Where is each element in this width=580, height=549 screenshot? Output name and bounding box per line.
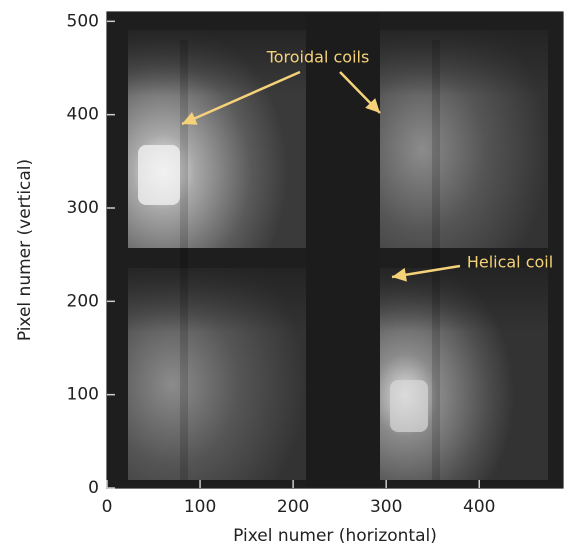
y-tick-label: 0 bbox=[88, 478, 99, 498]
arrow-head bbox=[365, 98, 380, 113]
x-tick-label: 400 bbox=[463, 497, 495, 517]
arrow-head bbox=[182, 111, 198, 125]
y-tick-label: 300 bbox=[67, 198, 99, 218]
y-axis-label: Pixel numer (vertical) bbox=[15, 159, 35, 341]
y-tick-label: 100 bbox=[67, 385, 99, 405]
y-tick-label: 400 bbox=[67, 105, 99, 125]
y-tick-label: 500 bbox=[67, 11, 99, 31]
x-tick-label: 100 bbox=[184, 497, 216, 517]
annotation: Helical coil bbox=[467, 253, 553, 272]
arrow-line bbox=[181, 70, 301, 126]
annotation: Toroidal coils bbox=[266, 48, 370, 67]
plot-frame bbox=[106, 11, 564, 489]
x-axis-label: Pixel numer (horizontal) bbox=[233, 526, 437, 546]
camera-image bbox=[107, 12, 563, 488]
x-tick-label: 0 bbox=[102, 497, 113, 517]
x-tick-label: 200 bbox=[277, 497, 309, 517]
y-tick-label: 200 bbox=[67, 291, 99, 311]
annotation-arrows bbox=[181, 70, 461, 282]
x-tick-label: 300 bbox=[370, 497, 402, 517]
arrow-head bbox=[392, 267, 407, 282]
